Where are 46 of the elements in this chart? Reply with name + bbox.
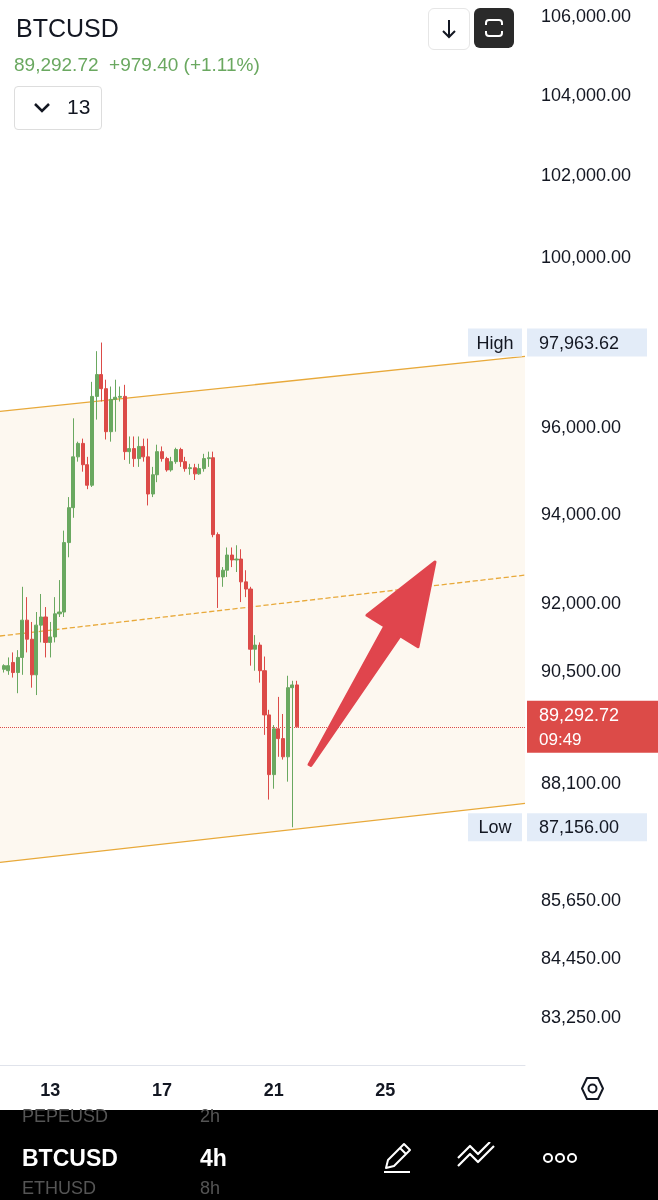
candlestick [193,463,197,481]
y-tick-label: 102,000.00 [541,165,632,186]
ref-line-label: 89,292.72 [539,704,620,725]
x-tick-label: 25 [375,1080,396,1100]
candlestick [230,546,234,568]
text: 4h [200,1145,227,1172]
y-tick-label: 100,000.00 [541,247,632,268]
y-tick-label: 94,000.00 [541,503,622,524]
y-tick-label: 96,000.00 [541,416,622,437]
text: 89,292.72 +979.40 (+1.11%) [14,54,260,76]
y-tick-label: 83,250.00 [541,1007,622,1028]
candlestick [234,544,239,573]
candlestick [43,606,48,658]
x-tick-label: 21 [263,1080,284,1100]
annotation: 13 [67,95,91,119]
y-tick-label: 106,000.00 [541,5,632,26]
text: 2h [200,1106,221,1127]
candlestick [290,680,294,828]
text: 97,963.62 [539,332,620,353]
text: BTCUSD [22,1145,118,1172]
x-tick-label: 17 [151,1080,172,1100]
y-tick-label: 92,000.00 [541,592,622,613]
text: ETHUSD [22,1178,97,1199]
text: BTCUSD [16,14,119,43]
text: PEPEUSD [22,1106,109,1127]
candlestick [179,447,183,468]
candlestick [127,435,131,465]
candlestick [137,435,141,468]
y-tick-label: 88,100.00 [541,772,622,793]
candlestick [272,724,276,790]
candlestick [188,463,192,476]
annotation: High [476,332,514,353]
candlestick [11,651,15,679]
y-tick-label: 104,000.00 [541,84,632,105]
y-tick-label: 85,650.00 [541,889,622,910]
y-tick-label: 84,450.00 [541,948,622,969]
text: 8h [200,1178,221,1199]
y-tick-label: 90,500.00 [541,661,622,682]
candlestick [6,656,10,676]
candlestick [123,384,127,461]
annotation: Low [478,817,513,838]
x-tick-label: 13 [40,1080,61,1100]
text: 09:49 [539,730,582,750]
candlestick [132,435,136,468]
candlestick [253,634,257,672]
text: 87,156.00 [539,817,620,838]
